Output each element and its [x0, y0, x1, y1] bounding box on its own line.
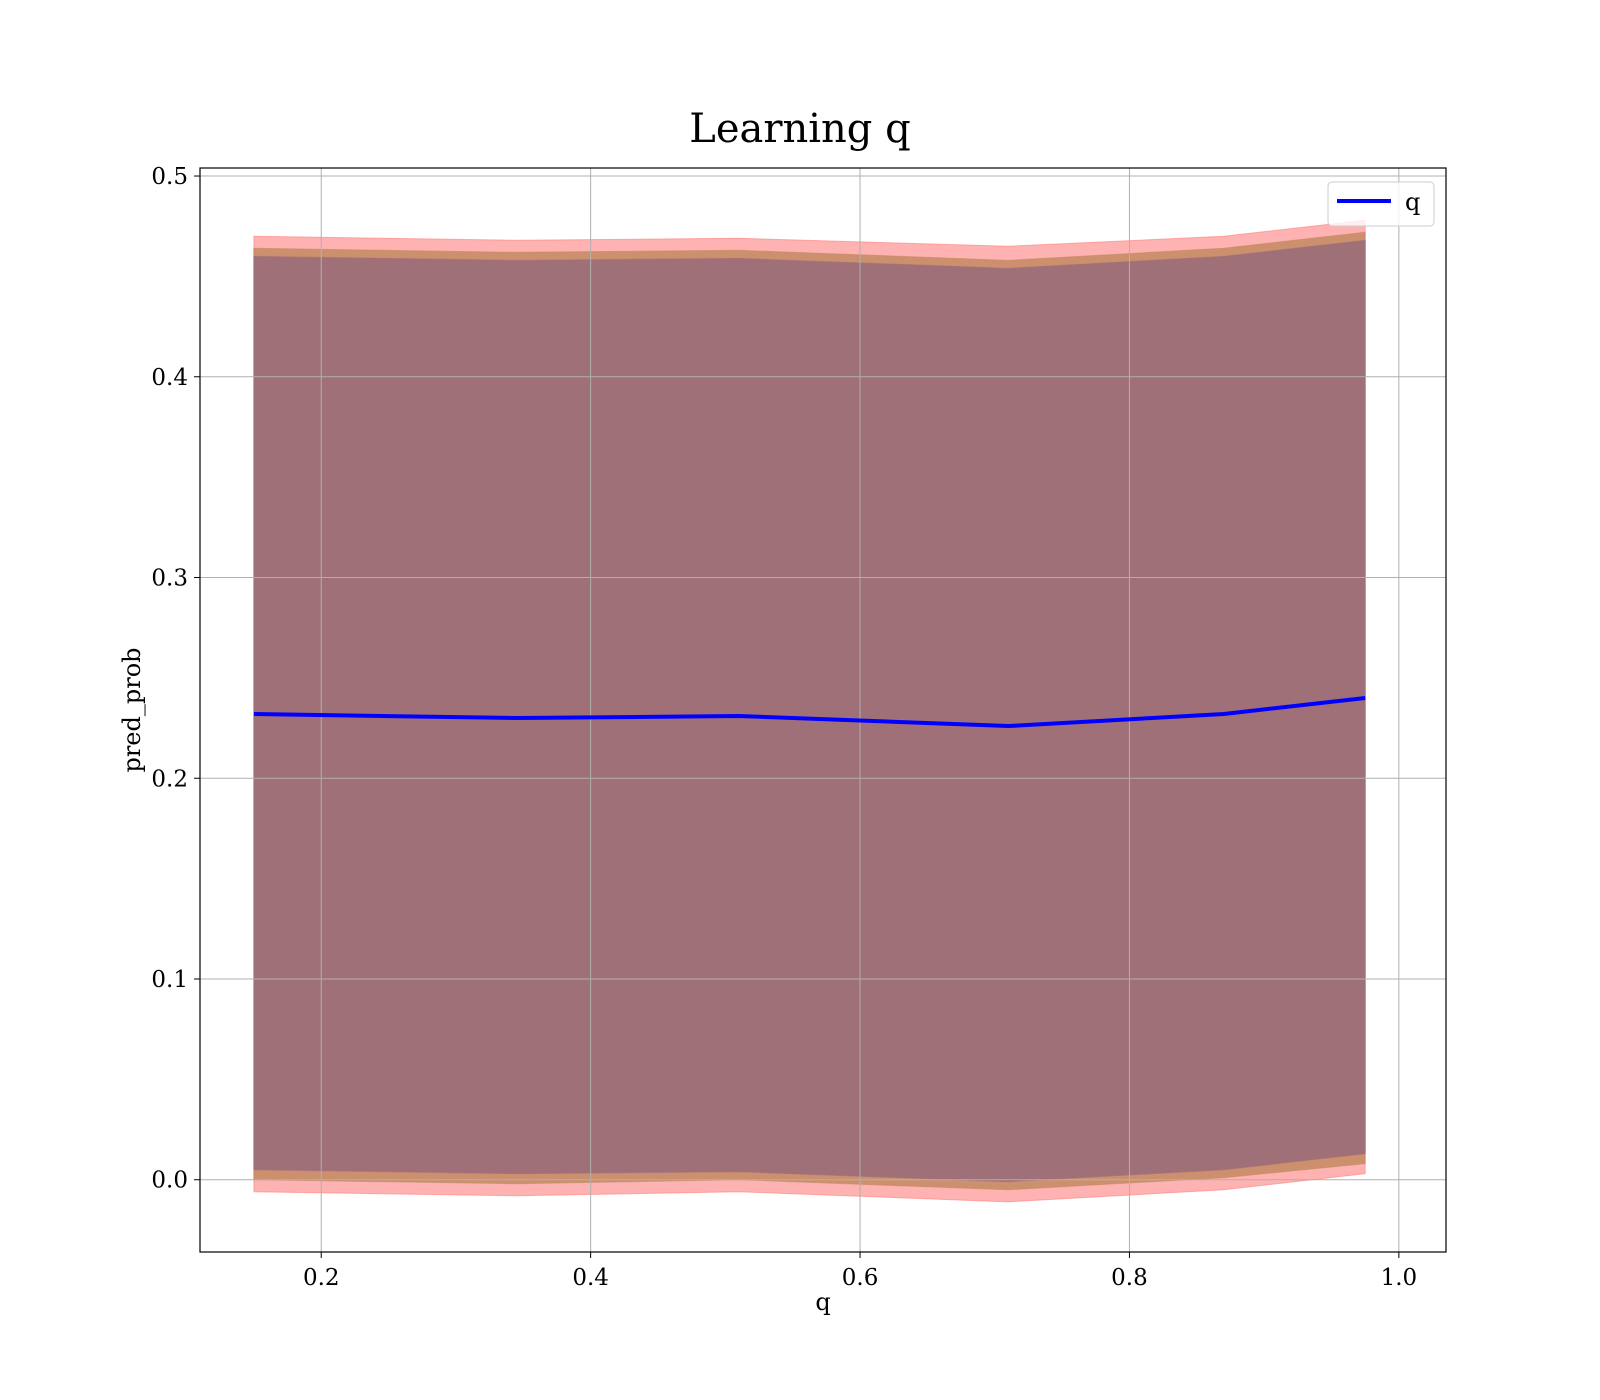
y-tick-label-3: 0.3 — [151, 566, 188, 592]
y-tick-label-5: 0.5 — [151, 164, 188, 190]
series-line-0 — [253, 695, 1366, 729]
x-tick-label-1: 0.4 — [572, 1265, 609, 1291]
x-axis-label: q — [815, 1288, 830, 1316]
x-tick-label-3: 0.8 — [1111, 1265, 1148, 1291]
y-tick-label-2: 0.2 — [151, 766, 188, 792]
x-axis-ticks: 0.2 0.4 0.6 0.8 1.0 — [303, 1252, 1417, 1291]
y-tick-label-0: 0.0 — [151, 1168, 188, 1194]
plot-frame — [199, 167, 1447, 1253]
x-tick-label-0: 0.2 — [303, 1265, 340, 1291]
x-tick-label-4: 1.0 — [1381, 1265, 1418, 1291]
legend-box — [1327, 181, 1435, 227]
y-axis-ticks: 0.0 0.1 0.2 0.3 0.4 0.5 — [151, 164, 200, 1194]
legend-label: q — [1405, 188, 1420, 216]
y-axis-label: pred_prob — [118, 647, 146, 772]
band-2 — [253, 239, 1366, 1183]
chart-title: Learning q — [689, 106, 910, 152]
legend: q — [1327, 181, 1435, 227]
confidence-bands — [253, 219, 1366, 1203]
series-lines — [253, 695, 1366, 729]
y-tick-label-1: 0.1 — [151, 967, 188, 993]
grid-lines — [200, 168, 1446, 1252]
x-tick-label-2: 0.6 — [842, 1265, 879, 1291]
y-tick-label-4: 0.4 — [151, 365, 188, 391]
